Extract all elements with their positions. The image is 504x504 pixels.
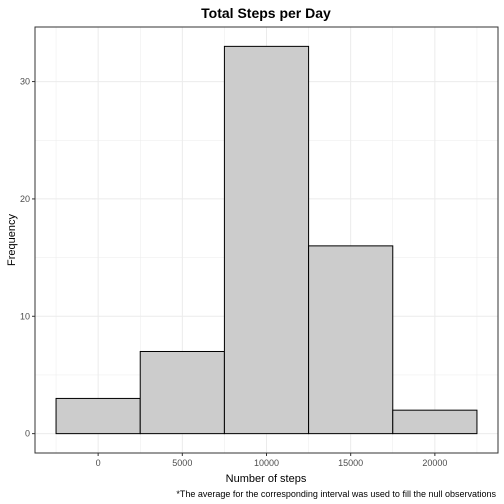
x-tick-label: 5000	[172, 458, 192, 468]
y-axis-ticks: 0 10 20 30	[20, 77, 35, 439]
histogram-bar	[139, 350, 225, 435]
chart-caption: *The average for the corresponding inter…	[176, 489, 496, 499]
y-tick-label: 0	[25, 429, 30, 439]
y-axis-label: Frequency	[6, 214, 18, 266]
x-tick-label: 15000	[338, 458, 363, 468]
y-tick-label: 30	[20, 77, 30, 87]
histogram-bar	[223, 45, 310, 435]
histogram-bar	[308, 245, 394, 435]
x-tick-label: 0	[96, 458, 101, 468]
x-axis-label: Number of steps	[226, 473, 307, 485]
histogram-bar	[55, 397, 141, 435]
x-tick-label: 10000	[254, 458, 279, 468]
y-tick-label: 10	[20, 311, 30, 321]
x-tick-label: 20000	[422, 458, 447, 468]
histogram-bar	[392, 409, 478, 435]
y-tick-label: 20	[20, 194, 30, 204]
chart-title: Total Steps per Day	[201, 5, 331, 21]
x-axis-ticks: 0 5000 10000 15000 20000	[96, 453, 447, 468]
bars	[55, 45, 478, 435]
